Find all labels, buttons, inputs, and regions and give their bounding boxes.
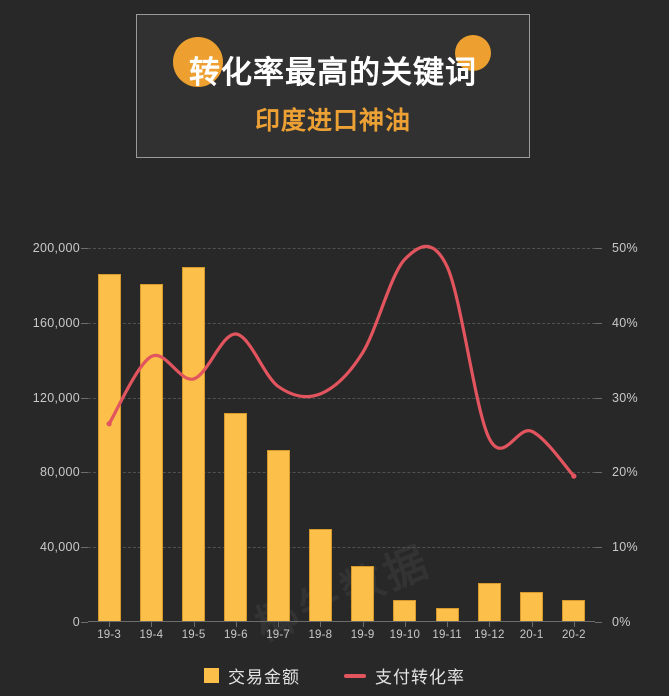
bar[interactable]: [477, 582, 501, 622]
x-axis-tick: [447, 622, 449, 627]
y-axis-right-tick: [595, 248, 602, 249]
bar-slot: [468, 248, 510, 622]
bar[interactable]: [266, 449, 290, 622]
x-axis-tick-label: 19-6: [223, 629, 248, 641]
x-axis-tick: [404, 622, 406, 627]
banner-title: 转化率最高的关键词: [189, 55, 477, 90]
legend-bar-label: 交易金额: [228, 668, 300, 687]
decorative-circle-left-icon: [173, 37, 223, 87]
x-axis-tick-label: 19-7: [266, 629, 291, 641]
bar-slot: [257, 248, 299, 622]
y-axis-right-tick-label: 0%: [612, 615, 631, 629]
x-axis-tick-label: 19-9: [350, 629, 375, 641]
x-axis-labels: 19-3 19-4 19-5 19-6 19-7 19-8 19-9 19-10 19-11 19…: [88, 629, 595, 641]
x-axis-line: [88, 621, 595, 622]
bar[interactable]: [393, 599, 417, 622]
x-axis-tick: [489, 622, 491, 627]
bar[interactable]: [97, 274, 121, 622]
x-axis-tick: [362, 622, 364, 627]
bar[interactable]: [435, 607, 459, 622]
y-axis-right-tick: [595, 397, 602, 399]
y-axis-left-tick: [81, 248, 88, 249]
x-axis-tick-label: 19-11: [432, 629, 462, 641]
bar-slot: [553, 248, 595, 622]
x-axis-tick: [193, 622, 195, 627]
x-axis-tick: [573, 622, 575, 627]
bar[interactable]: [351, 565, 375, 622]
bar-series: [88, 248, 595, 622]
y-axis-left-tick: [81, 322, 88, 324]
bar-slot: [511, 248, 553, 622]
decorative-circle-right-icon: [455, 35, 491, 71]
y-axis-right-tick-label: 40%: [612, 315, 638, 330]
y-axis-right-tick: [595, 622, 602, 623]
x-axis-tick-label: 20-2: [561, 629, 586, 641]
x-axis-tick-label: 19-8: [308, 629, 333, 641]
x-axis-tick: [235, 622, 237, 627]
bar-slot: [384, 248, 426, 622]
bar[interactable]: [520, 592, 544, 622]
bar-slot: [426, 248, 468, 622]
legend-bar-swatch-icon: [204, 668, 219, 683]
y-axis-left-tick-label: 0: [72, 615, 80, 629]
bar-slot: [130, 248, 172, 622]
x-axis-tick-label: 20-1: [519, 629, 544, 641]
bar[interactable]: [139, 283, 163, 622]
title-banner: 转化率最高的关键词 印度进口神油: [136, 14, 530, 158]
bar-slot: [342, 248, 384, 622]
y-axis-left-tick-label: 120,000: [32, 390, 80, 405]
x-axis-tick: [320, 622, 322, 627]
y-axis-left-tick-label: 40,000: [39, 540, 80, 555]
bar[interactable]: [224, 412, 248, 622]
banner-subtitle: 印度进口神油: [254, 107, 411, 135]
chart-container: 椰牛数据 0 40,000 80,000 120,000 160,000 200,000 …: [0, 185, 669, 696]
x-axis-tick-label: 19-12: [474, 629, 505, 641]
chart-legend: 交易金额 支付转化率: [0, 663, 669, 688]
plot-area: [88, 248, 595, 622]
legend-item-bar[interactable]: 交易金额: [204, 663, 300, 688]
x-axis-tick: [109, 622, 111, 627]
legend-line-label: 支付转化率: [375, 668, 465, 687]
gridline: [88, 547, 595, 549]
y-axis-left-tick: [81, 472, 88, 474]
y-axis-right-tick-label: 20%: [612, 465, 638, 480]
y-axis-right-tick: [595, 472, 602, 474]
y-axis-right-tick-label: 30%: [612, 390, 638, 405]
x-axis-tick: [278, 622, 280, 627]
y-axis-right-tick: [595, 547, 602, 549]
y-axis-left-tick-label: 160,000: [32, 315, 80, 330]
y-axis-left-tick-label: 200,000: [32, 241, 80, 255]
y-axis-right-tick: [595, 322, 602, 324]
bar-slot: [173, 248, 215, 622]
x-axis-tick-label: 19-10: [389, 629, 421, 641]
y-axis-right-tick-label: 50%: [612, 241, 638, 255]
bar-slot: [215, 248, 257, 622]
legend-line-swatch-icon: [344, 673, 366, 678]
x-axis-tick-label: 19-4: [139, 629, 164, 641]
y-axis-left-tick: [81, 547, 88, 549]
y-axis-left-tick: [81, 397, 88, 399]
x-axis-tick-label: 19-3: [97, 629, 122, 641]
bar[interactable]: [562, 599, 586, 622]
x-axis-tick: [531, 622, 533, 627]
bar[interactable]: [182, 266, 206, 622]
y-axis-left-tick: [81, 622, 88, 623]
title-banner-inner: 转化率最高的关键词 印度进口神油: [137, 15, 529, 157]
bar[interactable]: [308, 528, 332, 622]
y-axis-left-tick-label: 80,000: [39, 465, 80, 480]
bar-slot: [299, 248, 341, 622]
bar-slot: [88, 248, 130, 622]
x-axis-tick: [151, 622, 153, 627]
y-axis-right-tick-label: 10%: [612, 540, 638, 555]
legend-item-line[interactable]: 支付转化率: [344, 663, 465, 688]
x-axis-tick-label: 19-5: [181, 629, 206, 641]
